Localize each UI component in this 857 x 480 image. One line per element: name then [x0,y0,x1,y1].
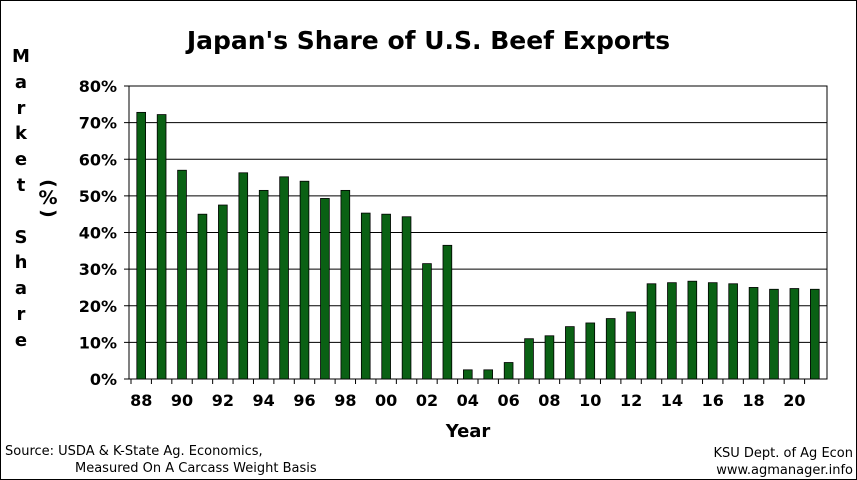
source-line-1: Source: USDA & K-State Ag. Economics, [5,444,263,459]
bar-09 [565,326,575,380]
bar-99 [360,212,371,380]
y-axis-unit-label: (%) [33,176,63,221]
x-tick-label: 06 [497,391,519,410]
bar-11 [605,318,616,380]
y-tick-label: 20% [79,297,117,316]
y-tick-label: 70% [79,114,117,133]
x-tick-label: 14 [661,391,683,410]
x-tick-label: 10 [579,391,601,410]
bar-20 [789,288,800,380]
y-axis-label-letter: h [14,252,28,274]
x-tick-label: 90 [171,391,193,410]
bar-08 [544,335,555,380]
bar-07 [524,338,534,380]
bar-06 [503,362,514,380]
source-note: Source: USDA & K-State Ag. Economics, Me… [5,443,317,477]
x-tick-label: 02 [416,391,438,410]
x-axis-ticks: 88 90 92 94 96 98 00 02 04 06 08 10 12 14 16 18 20 [130,379,806,410]
y-axis-label-letter: e [14,149,28,171]
bar-89 [156,114,167,380]
y-tick-label: 40% [79,224,117,243]
x-tick-label: 16 [702,391,724,410]
x-tick-label: 96 [293,391,315,410]
bar-04 [463,369,473,380]
x-tick-label: 92 [212,391,234,410]
y-axis-label-letter: e [14,329,28,351]
y-tick-label: 0% [90,370,117,389]
x-tick-label: 98 [334,391,356,410]
bar-97 [320,198,330,380]
bar-95 [279,176,289,380]
y-axis-label-letter: k [15,123,27,145]
x-tick-label: 88 [130,391,152,410]
credit-line-2: www.agmanager.info [716,463,853,478]
x-tick-label: 00 [375,391,397,410]
y-tick-label: 80% [79,77,117,96]
x-axis-label: Year [445,421,491,442]
y-axis-ticks: 0% 10% 20% 30% 40% 50% 60% 70% 80% [79,77,129,389]
bar-10 [585,322,596,380]
bar-18 [748,287,759,380]
bar-00 [381,213,391,380]
bar-03 [442,244,453,380]
bar-91 [197,213,208,380]
x-tick-label: 94 [253,391,275,410]
x-tick-label: 08 [538,391,560,410]
x-tick-label: 04 [457,391,479,410]
source-line-2: Measured On A Carcass Weight Basis [75,461,317,476]
x-tick-label: 18 [742,391,764,410]
credit-note: KSU Dept. of Ag Econ www.agmanager.info [713,445,853,479]
bar-98 [340,189,351,380]
bar-12 [626,311,636,380]
credit-line-1: KSU Dept. of Ag Econ [713,446,853,461]
bar-90 [177,169,187,380]
bar-16 [707,282,718,380]
y-axis-label-letter: t [16,174,26,196]
y-tick-label: 60% [79,150,117,169]
bar-96 [299,180,310,380]
y-axis-label-letter: r [16,97,26,119]
bar-21 [810,288,820,380]
y-tick-label: 50% [79,187,117,206]
y-axis-unit-char: % [38,187,58,209]
bar-94 [258,189,269,380]
y-axis-label-letter: S [14,226,28,248]
bar-93 [238,172,249,380]
y-axis-label-letter: a [14,71,28,93]
bar-series [136,111,820,380]
bar-02 [422,263,432,380]
y-tick-label: 30% [79,260,117,279]
bar-92 [218,204,228,380]
chart-title: Japan's Share of U.S. Beef Exports [186,26,671,55]
y-axis-label-letter: r [16,303,26,325]
x-tick-label: 12 [620,391,642,410]
bar-13 [646,283,657,380]
bar-01 [401,216,412,380]
x-tick-label: 20 [783,391,805,410]
bar-17 [728,283,738,380]
bar-05 [483,369,494,380]
bar-19 [769,288,779,380]
y-axis-label-letter: M [12,46,30,67]
y-tick-label: 10% [79,333,117,352]
bar-14 [667,282,677,380]
bar-88 [136,111,147,380]
y-axis-label-letter: a [14,278,28,300]
bar-15 [687,280,698,380]
